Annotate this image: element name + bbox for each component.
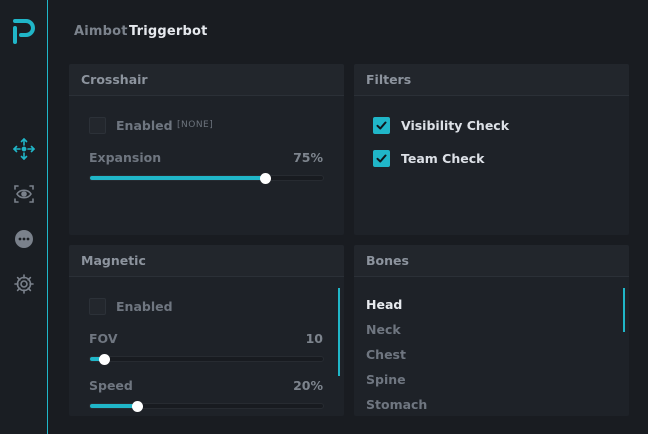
magnetic-panel: Magnetic Enabled FOV 10 Speed 20% bbox=[69, 245, 344, 416]
visibility-check-label: Visibility Check bbox=[401, 118, 510, 133]
visibility-check-checkbox[interactable] bbox=[373, 117, 390, 134]
bone-item-chest[interactable]: Chest bbox=[366, 347, 406, 362]
team-check-checkbox[interactable] bbox=[373, 150, 390, 167]
crosshair-panel: Crosshair Enabled [NONE] Expansion 75% bbox=[69, 64, 344, 235]
crosshair-enabled-checkbox[interactable] bbox=[89, 117, 106, 134]
bones-scrollbar[interactable] bbox=[623, 288, 625, 332]
keybind-badge[interactable]: [NONE] bbox=[177, 120, 214, 130]
bone-item-head[interactable]: Head bbox=[366, 297, 403, 312]
magnetic-enabled-label: Enabled bbox=[116, 299, 173, 314]
chat-bubble-icon[interactable] bbox=[13, 228, 35, 250]
panel-title: Magnetic bbox=[69, 245, 344, 277]
sidebar bbox=[0, 0, 48, 434]
bone-item-spine[interactable]: Spine bbox=[366, 372, 406, 387]
expansion-slider-handle[interactable] bbox=[259, 173, 271, 184]
filters-panel: Filters Visibility Check Team Check bbox=[354, 64, 629, 235]
crosshair-move-icon[interactable] bbox=[13, 138, 35, 160]
tab-triggerbot[interactable]: Triggerbot bbox=[129, 24, 208, 39]
team-check-label: Team Check bbox=[401, 151, 485, 166]
bone-item-stomach[interactable]: Stomach bbox=[366, 397, 428, 412]
speed-slider[interactable] bbox=[89, 401, 324, 412]
speed-value: 20% bbox=[293, 378, 323, 393]
bones-panel: Bones Head Neck Chest Spine Stomach bbox=[354, 245, 629, 416]
gear-icon[interactable] bbox=[13, 273, 35, 295]
fov-slider-fill bbox=[90, 357, 104, 361]
crosshair-enabled-label: Enabled bbox=[116, 118, 173, 133]
panel-title: Crosshair bbox=[69, 64, 344, 96]
panel-title: Filters bbox=[354, 64, 629, 96]
checkmark-icon bbox=[376, 154, 387, 163]
speed-slider-handle[interactable] bbox=[131, 401, 143, 412]
expansion-slider[interactable] bbox=[89, 173, 324, 184]
magnetic-enabled-checkbox[interactable] bbox=[89, 298, 106, 315]
panel-title: Bones bbox=[354, 245, 629, 277]
bone-item-neck[interactable]: Neck bbox=[366, 322, 401, 337]
expansion-slider-fill bbox=[90, 176, 265, 180]
eye-scan-icon[interactable] bbox=[13, 183, 35, 205]
fov-value: 10 bbox=[305, 331, 323, 346]
expansion-label: Expansion bbox=[89, 150, 162, 165]
p-logo-icon bbox=[13, 19, 35, 44]
speed-slider-fill bbox=[90, 404, 137, 408]
magnetic-scrollbar[interactable] bbox=[338, 288, 340, 376]
fov-label: FOV bbox=[89, 331, 118, 346]
speed-label: Speed bbox=[89, 378, 133, 393]
fov-slider[interactable] bbox=[89, 354, 324, 365]
expansion-value: 75% bbox=[293, 150, 323, 165]
checkmark-icon bbox=[376, 121, 387, 130]
fov-slider-handle[interactable] bbox=[98, 354, 110, 365]
tab-aimbot[interactable]: Aimbot bbox=[74, 24, 128, 39]
